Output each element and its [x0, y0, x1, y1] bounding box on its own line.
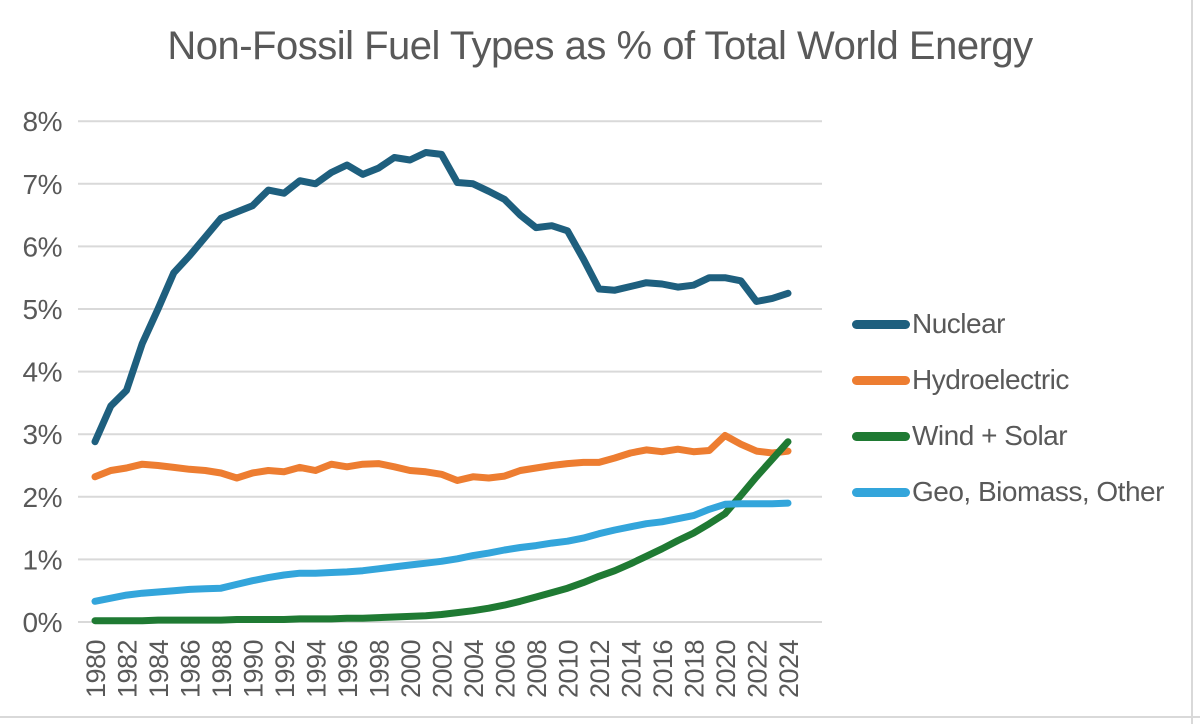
x-tick-label: 2004 [459, 639, 489, 698]
y-tick-label: 4% [23, 357, 62, 388]
y-tick-label: 8% [23, 106, 62, 137]
x-tick-label: 2008 [522, 640, 552, 698]
x-tick-label: 1998 [365, 640, 395, 698]
x-tick-label: 1990 [239, 640, 269, 698]
chart-title: Non-Fossil Fuel Types as % of Total Worl… [167, 24, 1033, 68]
legend-label-hydroelectric: Hydroelectric [912, 364, 1069, 395]
x-tick-label: 1992 [270, 640, 300, 698]
x-tick-label: 2006 [491, 640, 521, 698]
x-tick-label: 2000 [396, 640, 426, 698]
series-line-wind-solar [91, 438, 792, 625]
x-tick-label: 1982 [113, 640, 143, 698]
x-tick-label: 2012 [585, 640, 615, 698]
legend: Nuclear Hydroelectric Wind + Solar Geo, … [852, 296, 1164, 520]
x-tick-label: 1986 [176, 640, 206, 698]
x-tick-label: 2010 [554, 640, 584, 698]
x-tick-label: 1994 [302, 639, 332, 698]
x-tick-label: 2016 [648, 640, 678, 698]
x-tick-label: 2002 [428, 640, 458, 698]
legend-swatch-nuclear [852, 319, 910, 329]
chart-border-bottom [0, 716, 1200, 718]
legend-item-nuclear: Nuclear [852, 296, 1164, 352]
legend-label-wind-solar: Wind + Solar [912, 420, 1068, 451]
x-tick-label: 1984 [144, 639, 174, 698]
x-tick-label: 1988 [207, 640, 237, 698]
legend-item-hydroelectric: Hydroelectric [852, 352, 1164, 408]
series-line-geo-biomass-other [91, 499, 792, 605]
legend-label-nuclear: Nuclear [912, 308, 1005, 339]
chart-border-right [1191, 0, 1193, 724]
legend-item-wind-solar: Wind + Solar [852, 408, 1164, 464]
series-line-hydroelectric [91, 432, 792, 484]
legend-swatch-hydroelectric [852, 375, 910, 385]
legend-swatch-wind-solar [852, 431, 910, 441]
y-tick-label: 1% [23, 544, 62, 575]
y-tick-label: 2% [23, 482, 62, 513]
y-tick-label: 5% [23, 294, 62, 325]
y-tick-label: 6% [23, 231, 62, 262]
x-tick-label: 1980 [81, 640, 111, 698]
legend-swatch-geo-biomass-other [852, 487, 910, 497]
series-line-nuclear [91, 149, 792, 446]
x-tick-label: 2020 [711, 640, 741, 698]
y-tick-label: 7% [23, 169, 62, 200]
x-tick-label: 2018 [680, 640, 710, 698]
legend-label-geo-biomass-other: Geo, Biomass, Other [912, 476, 1164, 507]
x-tick-label: 2014 [617, 639, 647, 698]
x-tick-label: 2024 [774, 639, 804, 698]
legend-item-geo-biomass-other: Geo, Biomass, Other [852, 464, 1164, 520]
y-tick-label: 0% [23, 607, 62, 638]
y-tick-label: 3% [23, 419, 62, 450]
x-tick-label: 1996 [333, 640, 363, 698]
x-tick-label: 2022 [743, 640, 773, 698]
